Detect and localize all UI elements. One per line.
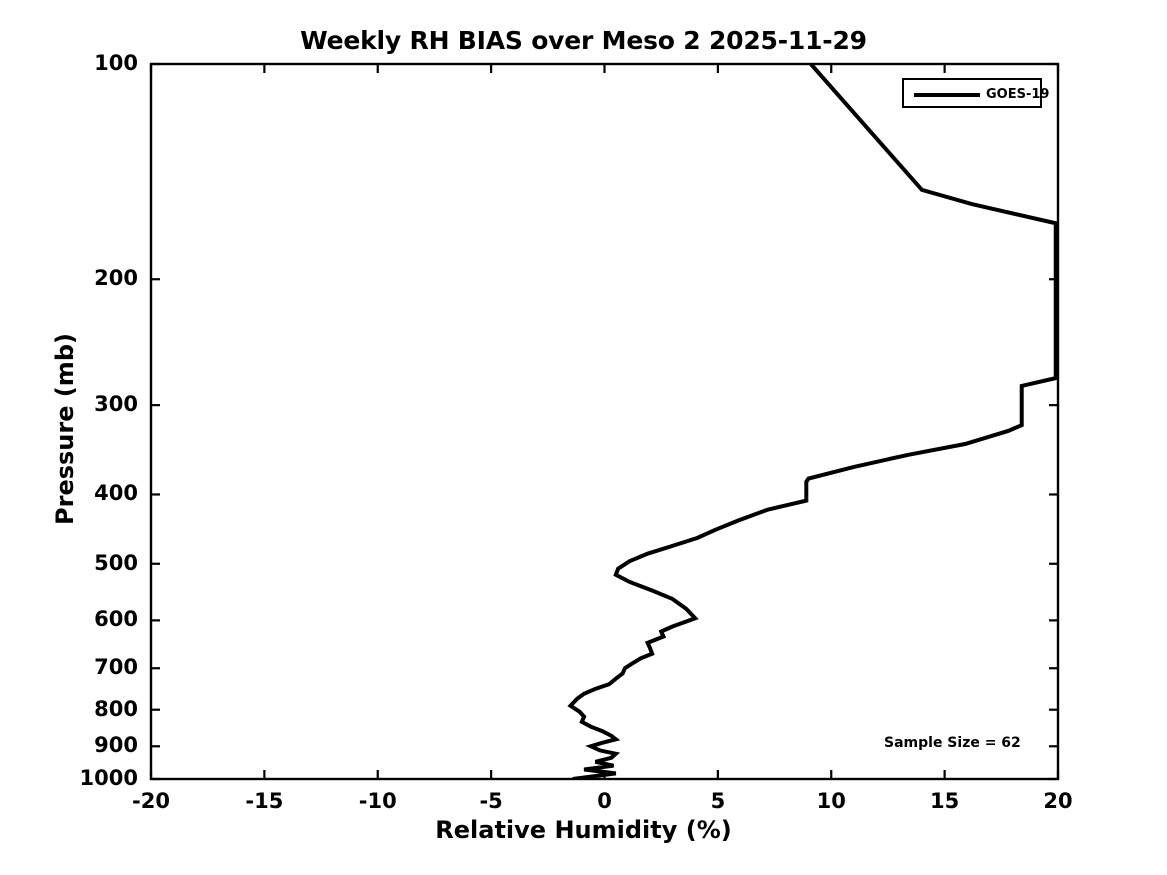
y-tick-label-200: 200 [94,266,138,291]
x-tick-label--20: -20 [132,789,170,813]
x-tick-label-5: 5 [710,789,726,813]
y-tick-label-600: 600 [94,607,138,632]
series-line-goes-19 [567,64,1058,779]
y-axis-label: Pressure (mb) [51,333,79,525]
legend-line-swatch [914,93,980,97]
x-tick-label-10: 10 [816,789,846,813]
data-series [567,64,1058,779]
axes-frame [149,62,1060,781]
y-tick-label-1000: 1000 [79,766,138,790]
x-tick-label--15: -15 [245,789,284,813]
x-tick-label-0: 0 [597,789,612,813]
y-tick-label-300: 300 [94,392,138,417]
y-tick-label-500: 500 [94,550,138,575]
x-tick-label-15: 15 [930,789,960,813]
axis-ticks [149,62,1060,781]
x-tick-label-20: 20 [1043,789,1073,813]
legend-label-goes-19: GOES-19 [986,87,1050,102]
x-tick-label--5: -5 [479,789,503,813]
y-tick-label-700: 700 [94,655,138,680]
sample-size-annotation: Sample Size = 62 [884,735,1021,751]
x-axis-label: Relative Humidity (%) [435,816,732,844]
chart-title: Weekly RH BIAS over Meso 2 2025-11-29 [300,26,867,55]
y-tick-label-100: 100 [94,51,138,75]
x-tick-label--10: -10 [358,789,397,813]
legend: GOES-19 [902,78,1049,108]
y-tick-label-800: 800 [94,696,138,721]
y-tick-label-400: 400 [94,481,138,506]
y-tick-label-900: 900 [94,733,138,758]
